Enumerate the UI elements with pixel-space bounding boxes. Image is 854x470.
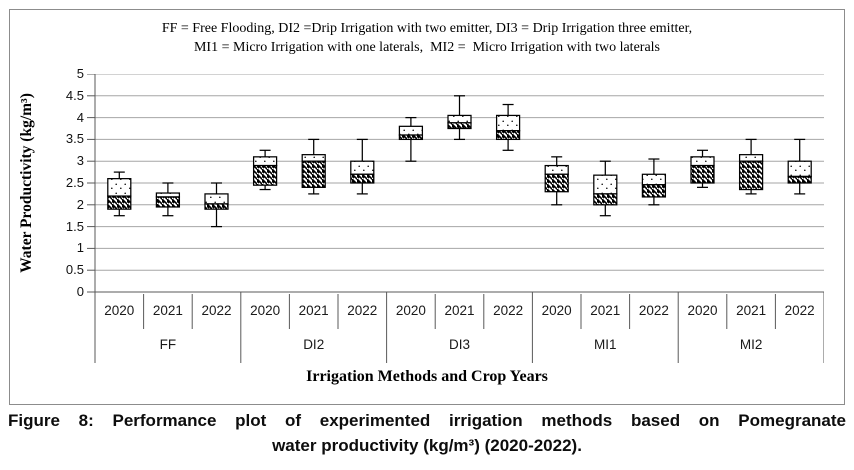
y-tick-label: 2.5 bbox=[65, 175, 84, 190]
year-label: 2022 bbox=[201, 303, 232, 318]
box-lower-quartile bbox=[641, 184, 667, 198]
box-lower-quartile bbox=[544, 173, 569, 193]
group-labels: FF DI2 DI3 MI1 MI2 bbox=[95, 329, 824, 363]
box-lower-quartile bbox=[204, 203, 229, 210]
y-tick-label: 3.5 bbox=[65, 131, 84, 147]
group-label: FF bbox=[159, 337, 177, 352]
year-label: 2022 bbox=[638, 303, 669, 318]
box-lower-quartile bbox=[593, 193, 618, 206]
box-upper-quartile bbox=[301, 154, 326, 162]
y-tick-label: 1 bbox=[76, 240, 84, 256]
y-tick-labels: 5 4.5 4 3.5 3 2.5 2 1.5 1 0.5 0 bbox=[38, 0, 84, 420]
box-lower-quartile bbox=[787, 175, 812, 184]
box-lower-quartile bbox=[738, 160, 764, 191]
year-label: 2020 bbox=[104, 303, 135, 318]
caption-line-2: water productivity (kg/m³) (2020-2022). bbox=[272, 436, 582, 455]
box-lower-quartile bbox=[155, 196, 181, 208]
year-label: 2022 bbox=[347, 303, 378, 318]
figure-caption: Figure 8: Performance plot of experiment… bbox=[0, 408, 854, 458]
year-label: 2020 bbox=[541, 303, 572, 318]
year-label: 2022 bbox=[493, 303, 524, 318]
box-upper-quartile bbox=[350, 160, 375, 175]
caption-line-1: Figure 8: Performance plot of experiment… bbox=[8, 411, 846, 430]
group-label: DI2 bbox=[303, 337, 325, 352]
year-label: 2020 bbox=[687, 303, 718, 318]
box-lower-quartile bbox=[495, 130, 521, 141]
boxplot-svg bbox=[87, 74, 824, 363]
y-tick-label: 3 bbox=[76, 153, 84, 169]
box-upper-quartile bbox=[690, 156, 715, 167]
box-upper-quartile bbox=[738, 154, 764, 162]
y-tick-label: 4 bbox=[76, 109, 84, 125]
legend-line-1: FF = Free Flooding, DI2 =Drip Irrigation… bbox=[161, 21, 693, 36]
box-lower-quartile bbox=[690, 164, 715, 184]
box-upper-quartile bbox=[204, 193, 229, 205]
box-upper-quartile bbox=[544, 164, 569, 175]
box-lower-quartile bbox=[398, 134, 424, 141]
box-upper-quartile bbox=[447, 114, 472, 124]
y-tick-label: 5 bbox=[76, 66, 84, 81]
box-lower-quartile bbox=[107, 195, 132, 210]
year-label: 2022 bbox=[784, 303, 815, 318]
group-label: MI2 bbox=[739, 337, 763, 352]
box-lower-quartile bbox=[252, 164, 278, 186]
figure-box bbox=[9, 9, 845, 405]
box-upper-quartile bbox=[398, 125, 424, 136]
year-label: 2021 bbox=[590, 303, 621, 318]
legend-note: FF = Free Flooding, DI2 =Drip Irrigation… bbox=[9, 19, 845, 57]
y-tick-label: 0 bbox=[76, 284, 84, 299]
year-label: 2021 bbox=[152, 303, 183, 318]
y-tick-label: 4.5 bbox=[65, 87, 84, 103]
legend-line-2: MI1 = Micro Irrigation with one laterals… bbox=[193, 40, 660, 55]
y-tick-label: 2 bbox=[76, 196, 84, 212]
year-label: 2021 bbox=[444, 303, 475, 318]
year-label: 2020 bbox=[395, 303, 426, 318]
box-lower-quartile bbox=[301, 160, 326, 188]
box-upper-quartile bbox=[787, 160, 812, 178]
box-upper-quartile bbox=[252, 156, 278, 167]
box-upper-quartile bbox=[641, 173, 667, 186]
box-upper-quartile bbox=[107, 178, 132, 197]
box-lower-quartile bbox=[447, 122, 472, 130]
y-tick-label: 0.5 bbox=[65, 262, 84, 278]
year-labels: 2020 2021 2022 2020 2021 2022 2020 2021 2022 2020… bbox=[95, 292, 824, 329]
group-label: DI3 bbox=[448, 337, 470, 352]
year-label: 2020 bbox=[250, 303, 281, 318]
box-upper-quartile bbox=[593, 174, 618, 195]
year-label: 2021 bbox=[298, 303, 329, 318]
box-upper-quartile bbox=[495, 114, 521, 132]
box-lower-quartile bbox=[350, 173, 375, 184]
y-tick-label: 1.5 bbox=[65, 218, 84, 234]
x-axis-title: Irrigation Methods and Crop Years bbox=[306, 368, 548, 385]
group-label: MI1 bbox=[594, 337, 617, 352]
year-label: 2021 bbox=[736, 303, 767, 318]
